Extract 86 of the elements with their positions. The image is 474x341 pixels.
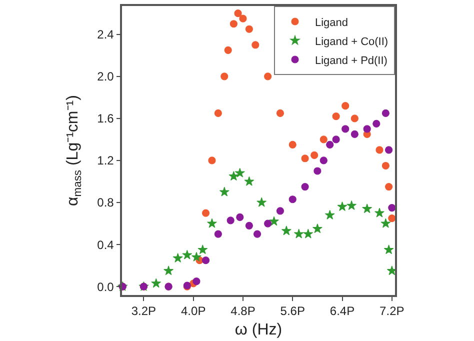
point (326, 140, 334, 149)
point (385, 182, 393, 191)
point (337, 202, 348, 211)
point (281, 226, 292, 236)
point (207, 218, 217, 228)
point (219, 186, 230, 196)
point (191, 252, 202, 262)
point (342, 125, 350, 133)
point (239, 14, 247, 22)
point (214, 109, 222, 117)
point (320, 136, 328, 144)
point (288, 140, 296, 149)
point (224, 46, 232, 54)
x-tick-label: 4.8P (230, 304, 256, 318)
x-tick-label: 6.4P (330, 304, 355, 318)
point (214, 230, 222, 238)
point (253, 230, 262, 238)
point (198, 244, 208, 254)
point (276, 207, 284, 215)
point (332, 112, 340, 120)
point (294, 228, 304, 238)
point (288, 196, 296, 204)
point (310, 151, 318, 160)
x-tick-label: 5.6P (280, 304, 305, 318)
point (252, 41, 260, 49)
point (376, 146, 384, 154)
x-tick-label: 4.0P (181, 304, 206, 318)
x-tick-label: 7.2P (380, 304, 404, 318)
y-tick-label: 2.0 (97, 70, 114, 84)
y-tick-label: 0.0 (97, 280, 114, 294)
point (320, 156, 328, 164)
point (314, 167, 322, 175)
point (384, 244, 394, 254)
point (226, 216, 234, 224)
y-tick-label: 2.4 (97, 28, 114, 42)
y-tick-label: 0.4 (97, 238, 114, 252)
point (385, 146, 393, 154)
point (264, 220, 272, 228)
point (342, 102, 350, 110)
point (350, 114, 358, 122)
point (301, 154, 309, 162)
x-axis-title: ω (Hz) (234, 321, 282, 338)
y-tick-label: 1.2 (97, 154, 114, 168)
point (182, 250, 192, 260)
point (350, 130, 358, 138)
point (234, 10, 242, 18)
point (228, 171, 239, 181)
point (269, 216, 279, 226)
point (388, 214, 396, 222)
point (382, 109, 390, 117)
point (244, 176, 254, 186)
point (208, 156, 216, 164)
legend-label: Ligand (315, 16, 348, 29)
point (234, 168, 245, 178)
legend-label: Ligand + Pd(II) (315, 54, 388, 67)
point (151, 278, 162, 288)
point (202, 209, 210, 217)
y-tick-label: 0.8 (97, 196, 114, 210)
point (220, 72, 228, 80)
point (245, 25, 253, 33)
point (276, 109, 284, 117)
point (363, 125, 371, 133)
point (164, 266, 174, 276)
point (372, 120, 380, 128)
point (303, 228, 314, 238)
point (374, 208, 384, 218)
point (380, 218, 391, 228)
point (382, 162, 390, 170)
point (192, 278, 200, 286)
point (312, 224, 322, 234)
point (301, 182, 309, 191)
point (346, 200, 357, 210)
point (172, 253, 183, 262)
point (256, 197, 267, 207)
y-tick-label: 1.6 (97, 112, 114, 126)
point (202, 256, 210, 264)
point (230, 20, 238, 28)
x-tick-label: 3.2P (131, 304, 156, 318)
point (362, 204, 372, 214)
point (332, 136, 340, 144)
point (236, 213, 244, 222)
point (324, 210, 335, 220)
legend-label: Ligand + Co(II) (315, 36, 388, 48)
point (264, 72, 272, 80)
point (245, 222, 253, 230)
point (388, 204, 396, 212)
